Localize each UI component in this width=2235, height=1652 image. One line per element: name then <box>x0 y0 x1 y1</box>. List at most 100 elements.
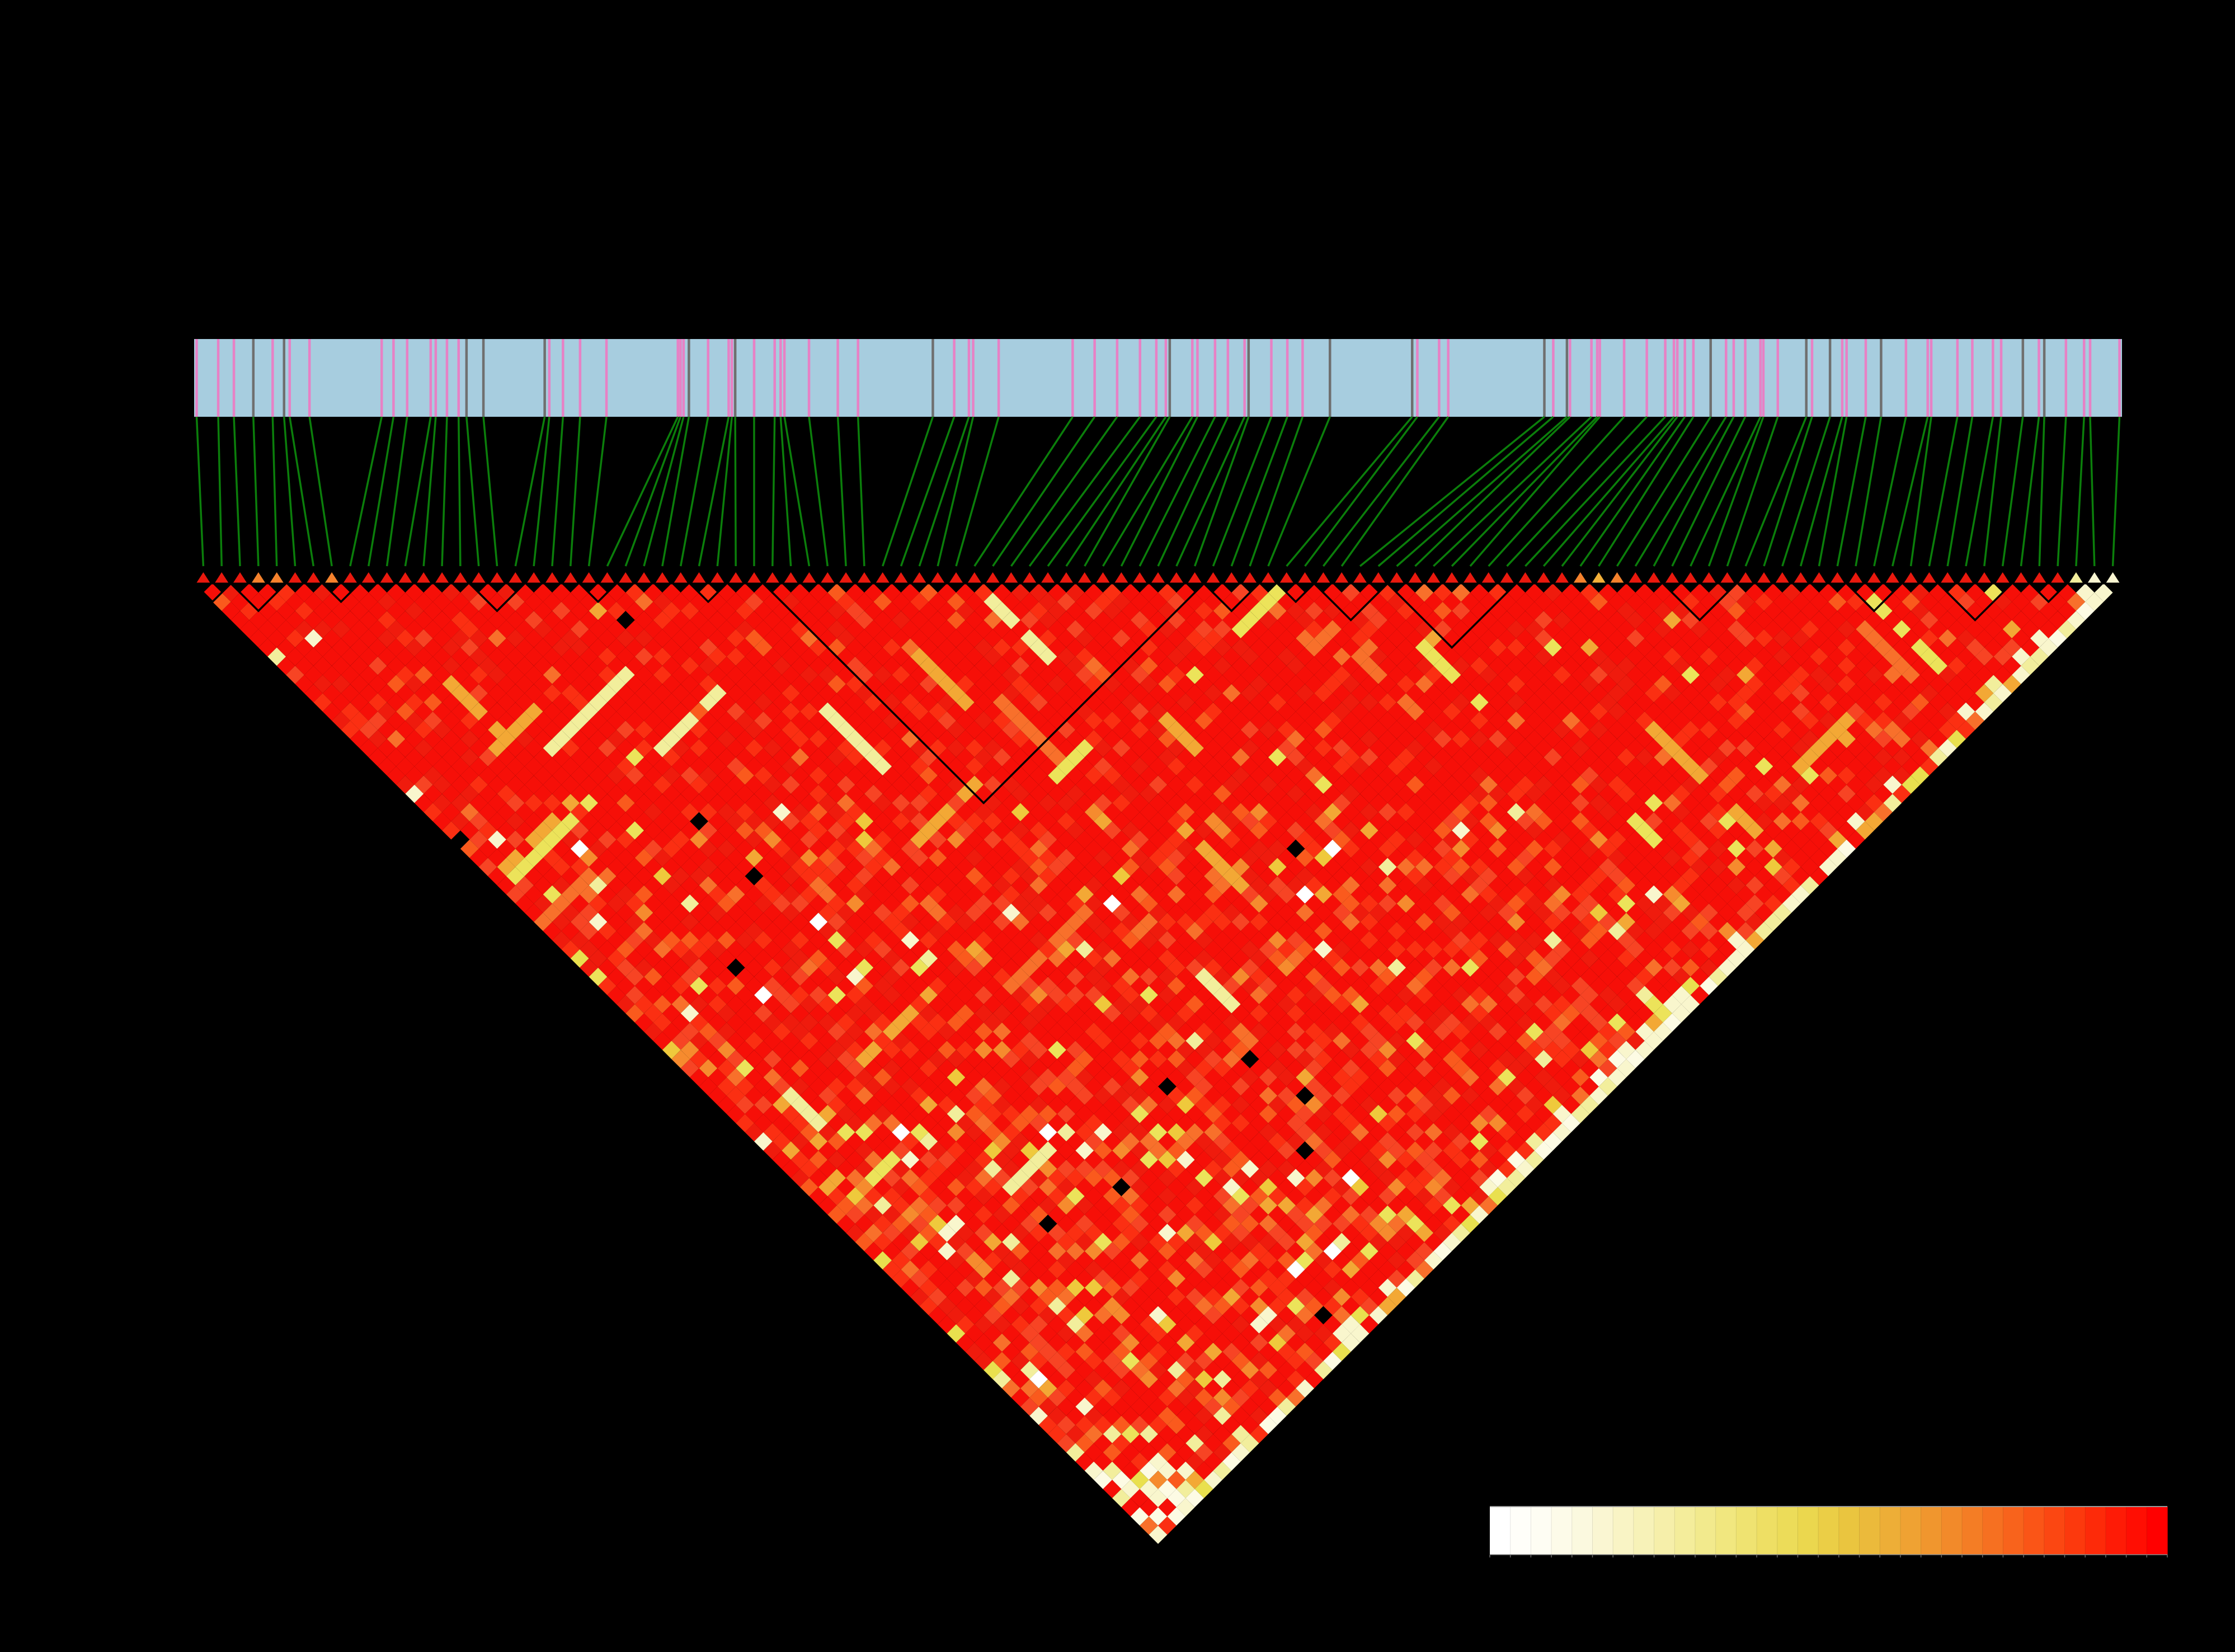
ld-cell <box>919 766 938 785</box>
ld-cell <box>1856 583 1874 602</box>
ld-cell <box>515 638 534 657</box>
ld-cell <box>1782 748 1801 766</box>
ld-cell <box>580 885 598 904</box>
ld-cell <box>1828 739 1847 757</box>
ld-cell <box>350 711 369 730</box>
ld-cell <box>1066 876 1085 895</box>
ld-cell <box>1194 949 1213 968</box>
ld-cell <box>1314 647 1333 666</box>
ld-cell <box>322 666 341 684</box>
ld-cell <box>690 812 708 831</box>
ld-cell <box>1378 675 1397 694</box>
ld-cell <box>818 592 837 611</box>
ld-cell <box>543 794 562 812</box>
ld-cell <box>1800 876 1819 895</box>
ld-cell <box>506 721 525 739</box>
ld-cell <box>1240 830 1259 849</box>
ld-cell <box>1672 638 1691 657</box>
ld-cell <box>552 675 571 694</box>
ld-cell <box>699 821 718 840</box>
connector-line <box>195 416 205 567</box>
ld-cell <box>965 922 984 940</box>
ld-cell <box>827 803 846 822</box>
ld-cell <box>598 775 617 794</box>
ld-cell <box>1185 812 1204 831</box>
ld-cell <box>1534 830 1553 849</box>
ld-cell <box>515 656 534 675</box>
connector-line <box>1781 416 1831 567</box>
ld-cell <box>1635 839 1654 858</box>
ld-cell <box>497 675 516 694</box>
ld-cell <box>1084 601 1103 620</box>
ld-cell <box>1002 903 1020 922</box>
ld-cell <box>1470 839 1489 858</box>
ld-cell <box>919 949 938 968</box>
ld-cell <box>763 903 782 922</box>
ld-cell <box>800 958 818 977</box>
ld-cell <box>947 739 966 757</box>
ld-cell <box>350 729 369 749</box>
ld-cell <box>864 894 883 913</box>
ld-cell <box>1552 629 1571 648</box>
ld-cell <box>469 702 488 721</box>
ld-cell <box>864 876 883 895</box>
ld-cell <box>1158 693 1177 712</box>
ld-cell <box>782 922 800 940</box>
ld-cell <box>414 611 433 629</box>
ld-cell <box>1387 647 1406 666</box>
ld-cell <box>662 894 681 913</box>
ld-cell <box>1534 922 1553 940</box>
ld-cell <box>1745 748 1764 766</box>
ld-cell <box>1140 803 1158 822</box>
ld-cell <box>1856 711 1874 730</box>
ld-cell <box>1305 858 1324 877</box>
connector-line <box>1928 416 1959 567</box>
ld-cell <box>818 867 837 886</box>
ld-cell <box>359 647 378 666</box>
connector-line <box>1047 416 1158 567</box>
ld-cell <box>910 940 929 959</box>
connector-line <box>1634 416 1727 567</box>
ld-cell <box>625 912 644 931</box>
ld-cell <box>1130 702 1149 721</box>
ld-cell <box>1562 638 1580 657</box>
ld-cell <box>1268 876 1287 895</box>
ld-cell <box>1048 693 1066 712</box>
ld-cell <box>1470 949 1489 968</box>
ld-cell <box>1204 757 1222 776</box>
ld-cell <box>1424 647 1443 666</box>
ld-cell <box>1158 748 1177 766</box>
ld-cell <box>515 748 534 766</box>
ld-cell <box>1048 894 1066 913</box>
ld-cell <box>855 775 874 794</box>
ld-cell <box>1240 739 1259 757</box>
ld-cell <box>1947 638 1966 657</box>
ld-cell <box>726 611 745 629</box>
ld-cell <box>1874 729 1893 749</box>
ld-cell <box>965 647 984 666</box>
ld-cell <box>1351 903 1370 922</box>
ld-cell <box>1516 812 1535 831</box>
ld-cell <box>616 666 635 684</box>
ld-cell <box>1176 729 1195 749</box>
ld-cell <box>1911 620 1930 639</box>
ld-cell <box>1690 912 1709 931</box>
ld-cell <box>1598 693 1617 712</box>
ld-cell <box>451 702 470 721</box>
ld-cell <box>1800 656 1819 675</box>
ld-cell <box>1103 620 1122 639</box>
ld-cell <box>442 766 460 785</box>
ld-cell <box>782 849 800 867</box>
ld-cell <box>2085 592 2104 611</box>
ld-cell <box>1865 812 1884 831</box>
ld-cell <box>1525 766 1544 785</box>
ld-cell <box>1947 693 1966 712</box>
ld-cell <box>671 647 690 666</box>
ld-cell <box>1819 858 1838 877</box>
ld-cell <box>818 958 837 977</box>
ld-cell <box>910 592 929 611</box>
ld-cell <box>451 830 470 849</box>
ld-cell <box>1709 912 1728 931</box>
ld-cell <box>589 821 608 840</box>
ld-cell <box>1378 839 1397 858</box>
